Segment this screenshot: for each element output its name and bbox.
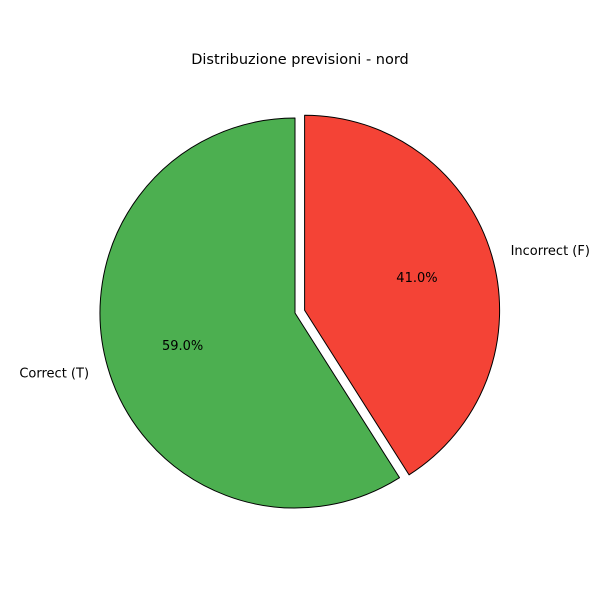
- pie-slices: [99, 114, 501, 509]
- pie-label-incorrect-f: Incorrect (F): [511, 244, 590, 259]
- pie-percent-incorrect-f: 41.0%: [396, 271, 437, 286]
- pie-labels: Correct (T) 59.0% Incorrect (F) 41.0%: [19, 244, 590, 381]
- pie-percent-correct-t: 59.0%: [162, 339, 203, 354]
- chart-title: Distribuzione previsioni - nord: [191, 52, 409, 68]
- pie-label-correct-t: Correct (T): [19, 366, 89, 381]
- pie-slice-incorrect-f: [304, 114, 501, 476]
- pie-slice-correct-t: [99, 117, 400, 509]
